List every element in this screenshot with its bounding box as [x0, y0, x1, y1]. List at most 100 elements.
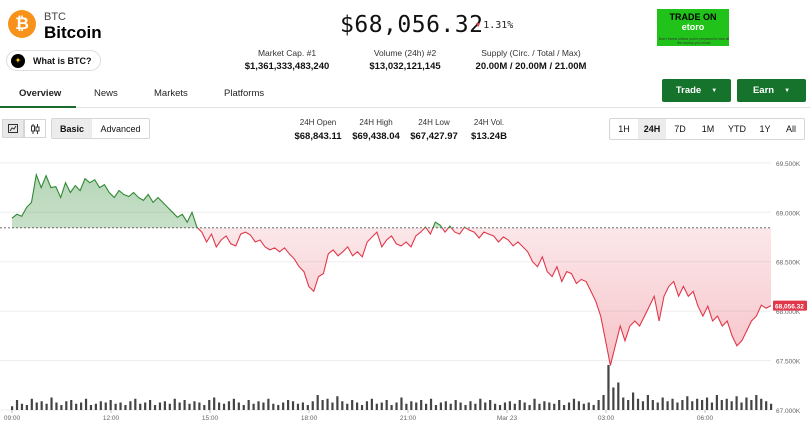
x-tick-label: 12:00 [103, 415, 120, 422]
volume-bar [84, 398, 88, 410]
current-price-label: 68,056.32 [775, 304, 804, 311]
range-ytd[interactable]: YTD [728, 124, 746, 134]
ohlc-value: $68,843.11 [294, 131, 342, 142]
volume-bar [750, 400, 753, 410]
chevron-down-icon: ▼ [711, 87, 718, 94]
volume-bar [730, 401, 733, 410]
ohlc-value: $67,427.97 [410, 131, 458, 142]
volume-bar [607, 365, 610, 410]
volume-bar [434, 405, 438, 410]
tab-overview[interactable]: Overview [19, 88, 62, 99]
ad-disclaimer: Don't invest unless you're prepared to l… [658, 37, 730, 45]
volume-bar [538, 403, 541, 410]
coin-name: Bitcoin [44, 23, 102, 42]
volume-bar [351, 400, 354, 410]
volume-bar [198, 402, 201, 410]
ohlc-value: $13.24B [471, 131, 507, 142]
volume-bar [218, 402, 221, 410]
ad-line-1: TRADE ON [669, 12, 717, 22]
volume-bar [543, 401, 546, 410]
range-all[interactable]: All [785, 124, 796, 134]
volume-bar [627, 400, 630, 410]
volume-bar [30, 398, 33, 410]
volume-bar [755, 395, 758, 410]
volume-bar [356, 402, 359, 410]
volume-bar [311, 401, 314, 410]
range-1y[interactable]: 1Y [759, 124, 771, 134]
volume-bar [484, 402, 487, 410]
volume-bar [208, 400, 211, 410]
coin-symbol: BTC [44, 11, 66, 23]
volume-bar [533, 398, 536, 410]
what-is-btc-button[interactable]: ✦ What is BTC? [6, 50, 101, 71]
volume-bar [454, 400, 457, 410]
volume-bar [375, 403, 378, 410]
volume-bar [597, 400, 600, 410]
volume-bar [20, 403, 24, 410]
volume-bar [168, 403, 171, 410]
tab-platforms[interactable]: Platforms [224, 88, 265, 99]
bitcoin-logo-icon: ₿ [8, 10, 36, 38]
tab-bar: Overview News Markets Platforms [0, 82, 810, 108]
volume-bar [469, 401, 472, 410]
volume-bar [464, 405, 467, 410]
volume-bar [341, 401, 344, 410]
volume-bar [641, 401, 645, 410]
stat-supply: Supply (Circ. / Total / Max) 20.00M / 20… [466, 48, 596, 72]
earn-button[interactable]: Earn ▼ [737, 79, 806, 102]
area-fill-up [12, 174, 466, 228]
volume-bar [528, 405, 531, 410]
volume-bar [449, 403, 452, 410]
chart-mode-switch: Basic Advanced [51, 118, 150, 139]
volume-bar [193, 401, 196, 410]
volume-bar [89, 405, 93, 410]
mode-advanced[interactable]: Advanced [100, 123, 141, 134]
volume-bar [725, 398, 728, 410]
volume-bar [124, 405, 127, 410]
volume-bar [129, 401, 132, 410]
x-tick-label: 03:00 [598, 415, 615, 422]
range-1h[interactable]: 1H [618, 124, 630, 134]
volume-bar [183, 400, 186, 410]
volume-bar [770, 403, 773, 410]
area-fill-down [12, 227, 771, 366]
stat-value: $13,032,121,145 [369, 61, 441, 72]
volume-bar [144, 402, 147, 410]
tab-news[interactable]: News [94, 88, 118, 99]
ohlc-label: 24H Vol. [473, 118, 505, 127]
earn-label: Earn [752, 85, 775, 96]
volume-bar [760, 398, 763, 410]
volume-bar [429, 398, 433, 410]
stat-24h-open: 24H Open $68,843.11 [292, 118, 344, 142]
etoro-ad-banner[interactable]: TRADE ON etoro [657, 9, 729, 46]
range-1m[interactable]: 1M [701, 124, 715, 134]
down-arrow-icon: ▼ [476, 21, 481, 29]
sparkle-icon: ✦ [11, 53, 25, 68]
y-tick-label: 69.500K [776, 161, 801, 168]
range-24h[interactable]: 24H [638, 119, 666, 139]
volume-bar [173, 398, 176, 410]
volume-bar [282, 402, 285, 410]
tab-markets[interactable]: Markets [154, 88, 188, 99]
y-tick-label: 67.000K [776, 408, 801, 415]
volume-bar [439, 402, 442, 410]
candlestick-chart-toggle[interactable] [24, 119, 46, 138]
ad-line-2: etoro [681, 22, 705, 32]
volume-bar [696, 398, 699, 410]
volume-bar [119, 402, 122, 410]
volume-bar [390, 405, 393, 410]
range-7d[interactable]: 7D [674, 124, 686, 134]
volume-bar [213, 397, 216, 410]
price-chart[interactable]: 69.500K 69.000K 68.500K 68.000K 67.500K 67.00… [0, 145, 810, 424]
volume-bar [567, 402, 571, 410]
mode-basic[interactable]: Basic [52, 119, 92, 138]
volume-bar [262, 402, 265, 410]
trade-button[interactable]: Trade ▼ [662, 79, 731, 102]
volume-bar [459, 402, 462, 410]
volume-bar [321, 400, 324, 410]
x-tick-label: Mar 23 [497, 415, 518, 422]
volume-bar [666, 401, 669, 410]
stat-label: Volume (24h) #2 [373, 48, 437, 58]
area-chart-toggle[interactable] [2, 119, 24, 138]
trade-label: Trade [675, 85, 702, 96]
